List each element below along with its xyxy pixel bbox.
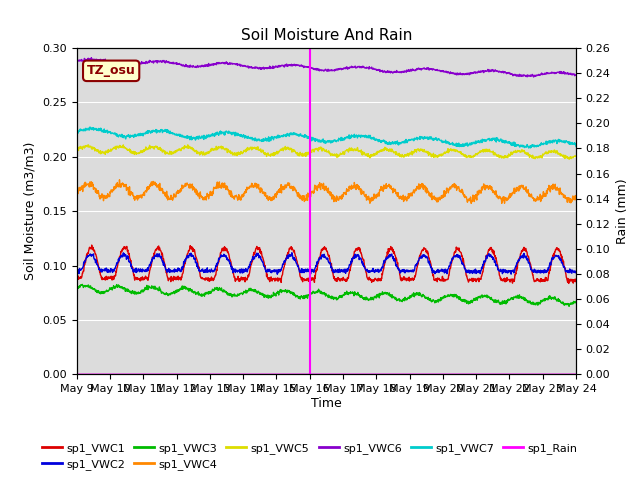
Title: Soil Moisture And Rain: Soil Moisture And Rain — [241, 28, 412, 43]
X-axis label: Time: Time — [311, 397, 342, 410]
Y-axis label: Rain (mm): Rain (mm) — [616, 179, 629, 244]
Text: TZ_osu: TZ_osu — [87, 64, 136, 77]
Y-axis label: Soil Moisture (m3/m3): Soil Moisture (m3/m3) — [24, 142, 36, 280]
Legend: sp1_VWC1, sp1_VWC2, sp1_VWC3, sp1_VWC4, sp1_VWC5, sp1_VWC6, sp1_VWC7, sp1_Rain: sp1_VWC1, sp1_VWC2, sp1_VWC3, sp1_VWC4, … — [38, 438, 582, 474]
